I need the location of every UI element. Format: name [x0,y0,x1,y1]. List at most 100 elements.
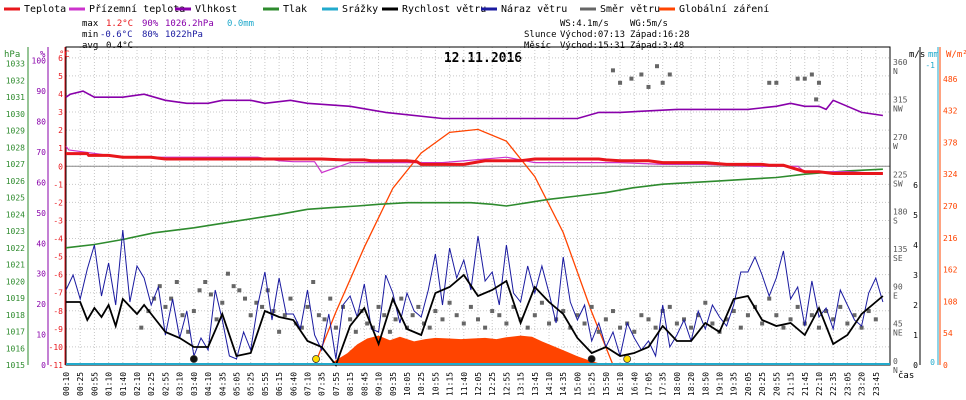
series-radiation [328,335,606,365]
tick-humidity: 100 [32,57,47,66]
tick-humidity: 90 [36,87,46,96]
tick-celsius: -3 [53,216,63,225]
wind-direction-point [277,329,282,334]
tick-time: 02:25 [147,372,156,396]
wind-direction-point [387,329,392,334]
tick-time: 10:05 [403,372,412,396]
wind-direction-point [767,80,772,85]
wind-direction-point [416,304,421,309]
stats-moonset: Západ:3:48 [630,41,684,51]
wind-direction-point [299,325,304,330]
tick-wm2: 216 [943,234,958,243]
tick-time: 00:10 [62,372,71,396]
tick-time: 07:10 [304,372,313,396]
wind-direction-point [214,317,219,322]
tick-hpa: 1020 [6,277,25,286]
wind-direction-point [809,313,814,318]
tick-celsius: -6 [53,271,63,280]
tick-time: 07:55 [332,372,341,396]
event-marker-moonset [189,355,198,363]
wind-direction-point [816,325,821,330]
tick-time: 20:55 [772,372,781,396]
legend-label: Tlak [283,4,307,15]
wind-direction-point [831,317,836,322]
wind-direction-point [582,321,587,326]
tick-humidity: 50 [36,209,46,218]
wind-direction-point [561,309,566,314]
series-wind-speed [66,273,884,367]
tick-time: 19:35 [730,372,739,396]
wind-direction-point [225,271,230,276]
tick-ms: 6 [913,181,918,190]
tick-celsius: -2 [53,198,63,207]
tick-hpa: 1019 [6,294,25,303]
tick-hpa: 1028 [6,143,25,152]
wind-direction-point [814,97,819,102]
legend-item: Rychlost větru [382,3,486,15]
tick-direction-degree: 225 [893,170,908,179]
wind-direction-point [447,300,452,305]
legend-label: Vlhkost [195,4,237,15]
wind-direction-point [845,321,850,326]
tick-direction-degree: 180 [893,208,908,217]
wind-direction-point [873,317,878,322]
tick-celsius: 6 [58,54,63,63]
wind-direction-point [795,76,800,81]
wind-direction-point [316,313,321,318]
tick-ms: 2 [913,301,918,310]
tick-direction-code: S [893,217,898,226]
tick-humidity: 70 [36,148,46,157]
wind-direction-point [760,321,765,326]
wind-direction-point [203,280,208,284]
tick-time: 08:45 [360,372,369,396]
wind-direction-point [399,296,404,301]
wind-direction-point [596,329,601,334]
stats-wind-speed: WS:4.1m/s [560,19,609,29]
tick-time: 11:15 [446,372,455,396]
tick-time: 22:10 [815,372,824,396]
wind-direction-point [532,313,537,318]
tick-humidity: 40 [36,239,46,248]
legend-item: Srážky [322,3,378,15]
wind-direction-point [667,72,672,77]
tick-hpa: 1015 [6,361,25,370]
wind-direction-point [197,288,202,293]
legend-label: Náraz větru [501,3,567,15]
axis-label-hpa: hPa [4,50,20,60]
tick-ms: 5 [913,211,918,220]
tick-celsius: -8 [53,307,63,316]
wind-direction-point [646,317,651,322]
tick-hpa: 1027 [6,160,25,169]
wind-direction-point [781,325,786,330]
wind-direction-point [859,325,864,330]
tick-time: 13:15 [517,372,526,396]
tick-direction-degree: 0 [893,357,898,366]
stats-moon-label: Měsíc [524,41,551,51]
tick-wm2: 378 [943,138,958,147]
wind-direction-point [440,317,445,322]
tick-ms: 3 [913,271,918,280]
stats-sunset: Západ:16:28 [630,30,690,40]
wind-direction-point [282,313,287,318]
wind-direction-point [333,325,338,330]
wind-direction-point [191,309,196,314]
tick-time: 05:25 [247,372,256,396]
tick-time: 01:10 [105,372,114,396]
wind-direction-point [660,309,665,314]
wind-direction-point [824,309,829,314]
wind-direction-point [180,313,185,318]
wind-direction-point [774,80,779,85]
wind-direction-point [632,329,637,334]
tick-hpa: 1032 [6,76,25,85]
wind-direction-point [511,304,516,309]
wind-direction-point [433,309,438,314]
tick-time: 17:05 [644,372,653,396]
legend-item: Přízemní teplota [69,3,185,15]
wind-direction-point [703,300,708,305]
tick-direction-degree: 90 [893,282,903,291]
tick-hpa: 1029 [6,127,25,136]
tick-time: 05:05 [232,372,241,396]
tick-celsius: 2 [58,126,63,135]
wind-direction-point [322,317,327,322]
